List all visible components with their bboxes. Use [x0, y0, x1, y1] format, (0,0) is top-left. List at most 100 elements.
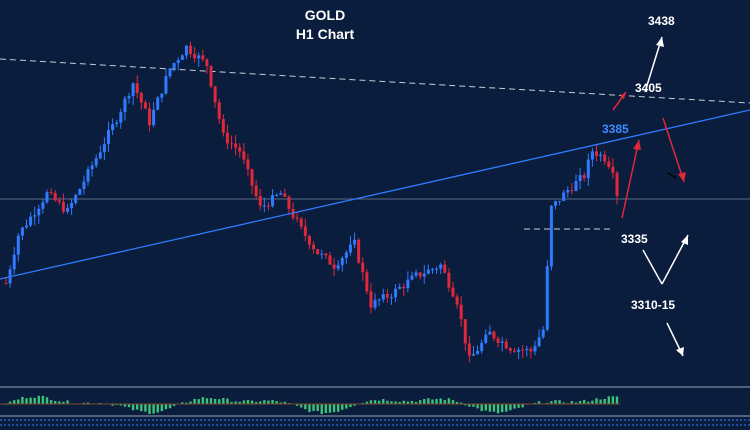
oscillator-bar	[439, 398, 442, 404]
oscillator-bar	[587, 401, 590, 404]
oscillator-bar	[554, 400, 557, 404]
oscillator-bar	[152, 404, 155, 414]
oscillator-bar	[62, 401, 65, 404]
candle-body	[430, 269, 434, 271]
candle-body	[234, 143, 238, 148]
candle-body	[340, 258, 344, 266]
candle-body	[299, 218, 303, 227]
oscillator-bar	[607, 396, 610, 404]
candle-body	[599, 154, 603, 157]
oscillator-bar	[66, 400, 69, 404]
candle-body	[152, 109, 156, 126]
candle-body	[279, 193, 283, 195]
oscillator-bar	[443, 400, 446, 404]
candle-body	[504, 341, 508, 349]
oscillator-bar	[250, 400, 254, 404]
candle-body	[373, 299, 377, 308]
candle-body	[25, 225, 29, 228]
candle-body	[180, 55, 184, 61]
oscillator-bar	[111, 404, 114, 406]
candle-body	[582, 175, 586, 179]
oscillator-bar	[455, 401, 459, 404]
candle-body	[53, 192, 57, 201]
candle-body	[365, 272, 369, 292]
arrow-white-down-left	[642, 249, 663, 285]
candle-body	[102, 144, 106, 153]
oscillator-bar	[509, 404, 512, 411]
candle-body	[148, 108, 152, 126]
candle-body	[570, 190, 574, 192]
oscillator-bar	[480, 404, 483, 412]
arrow-red-down-head	[678, 172, 686, 182]
oscillator-bar	[168, 404, 172, 409]
candle-body	[320, 253, 324, 255]
candle-body	[369, 291, 373, 308]
candle-body	[402, 286, 406, 289]
candle-body	[119, 112, 123, 123]
candle-body	[344, 252, 348, 259]
candle-body	[517, 349, 521, 352]
oscillator-bar	[148, 404, 151, 414]
candle-body	[49, 192, 53, 194]
candle-body	[209, 66, 213, 87]
candle-body	[139, 92, 143, 103]
oscillator-bar	[21, 396, 24, 404]
candle-body	[143, 102, 147, 109]
candle-body	[381, 294, 385, 300]
oscillator-bar	[267, 400, 270, 404]
chart-title: GOLD	[304, 7, 346, 23]
candle-body	[307, 235, 311, 245]
candle-body	[529, 348, 533, 352]
level-label-3335: 3335	[621, 232, 648, 246]
arrow-white-up-top	[644, 36, 663, 93]
oscillator-bar	[435, 398, 438, 404]
candle-body	[111, 124, 115, 131]
candle-body	[558, 200, 562, 202]
oscillator-bar	[492, 404, 496, 412]
candle-body	[348, 244, 352, 253]
oscillator-bar	[49, 400, 53, 404]
oscillator-bar	[234, 401, 237, 404]
candle-body	[459, 304, 463, 320]
oscillator-bar	[476, 404, 479, 409]
oscillator-bar	[484, 404, 487, 411]
oscillator-bar	[17, 399, 20, 404]
candle-body	[590, 151, 594, 160]
candle-body	[451, 287, 455, 297]
candle-body	[541, 329, 545, 338]
candle-body	[41, 202, 45, 209]
oscillator-bar	[119, 404, 123, 406]
oscillator-bar	[25, 398, 28, 404]
candle-body	[287, 196, 291, 209]
oscillator-bar	[127, 404, 131, 408]
candle-body	[500, 341, 504, 343]
oscillator-bar	[546, 402, 549, 404]
oscillator-bar	[230, 401, 233, 404]
candle-body	[246, 159, 250, 170]
arrow-red-up-large-head	[633, 140, 641, 150]
candle-body	[406, 279, 410, 289]
oscillator-bar	[349, 404, 352, 408]
oscillator-bar	[218, 399, 221, 404]
candle-body	[533, 346, 537, 352]
oscillator-bar	[468, 404, 471, 407]
candle-body	[262, 205, 266, 207]
candle-body	[316, 249, 320, 255]
candle-body	[443, 264, 447, 273]
candle-body	[29, 216, 33, 226]
candle-body	[86, 169, 90, 182]
candle-body	[172, 63, 176, 69]
candle-body	[82, 181, 86, 189]
oscillator-bar	[254, 402, 258, 404]
candle-body	[537, 337, 541, 347]
oscillator-bar	[181, 402, 184, 404]
oscillator-bar	[185, 402, 188, 404]
oscillator-bar	[599, 399, 602, 404]
candle-body	[328, 255, 332, 265]
oscillator-bar	[136, 404, 139, 410]
oscillator-bar	[213, 398, 217, 404]
oscillator-bar	[336, 404, 340, 412]
oscillator-bar	[197, 399, 200, 404]
candle-body	[115, 122, 119, 125]
